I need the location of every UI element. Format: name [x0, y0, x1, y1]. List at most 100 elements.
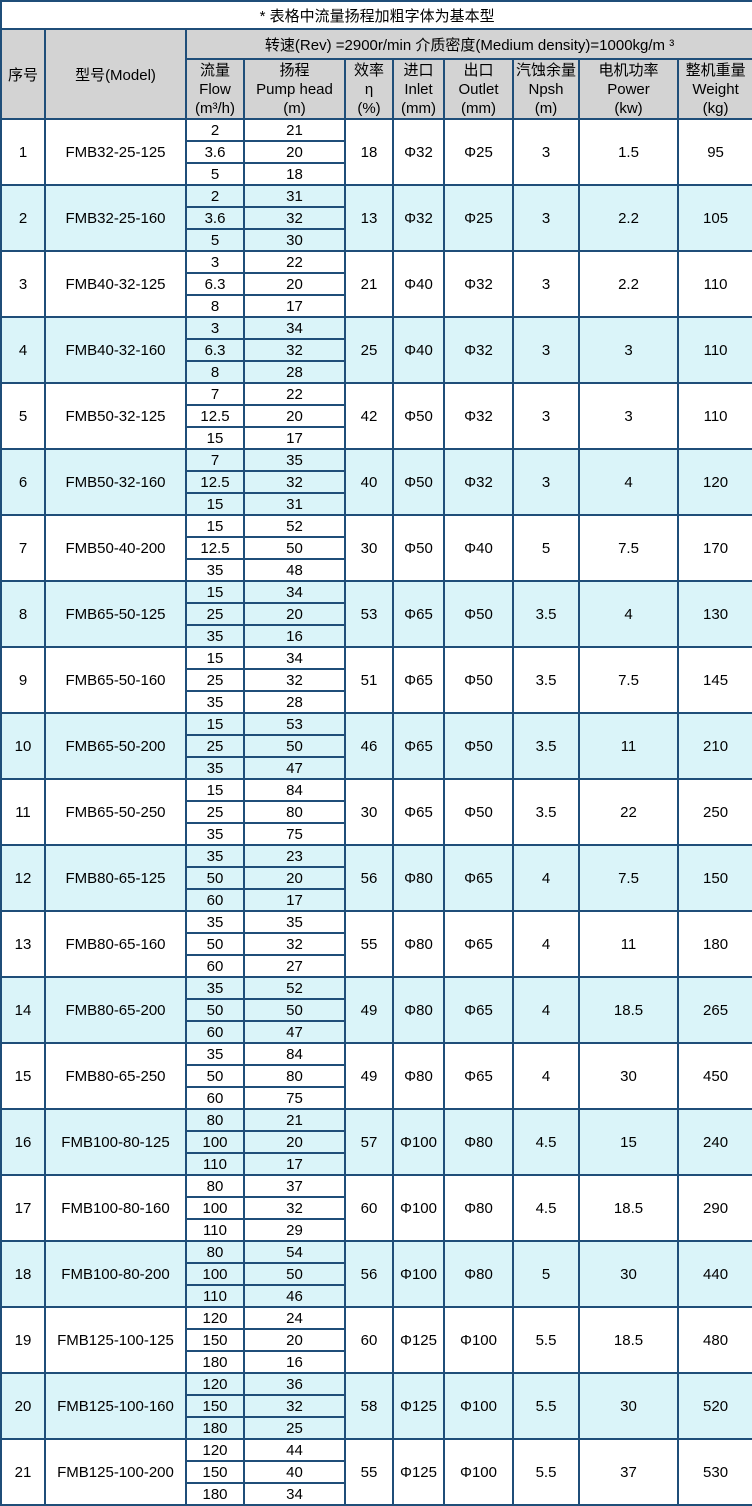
flow-cell: 50	[185, 932, 245, 956]
inlet-cell: Φ65	[392, 580, 445, 648]
table-row: 180 25	[1, 1416, 752, 1440]
head-cell: 30	[243, 228, 346, 252]
flow-cell: 15	[185, 492, 245, 516]
power-cell: 3	[578, 382, 679, 450]
outlet-cell: Φ65	[443, 976, 514, 1044]
table-row: 150 32	[1, 1394, 752, 1418]
flow-cell: 120	[185, 1306, 245, 1330]
flow-cell: 35	[185, 624, 245, 648]
spec-table-body: 1 FMB32-25-125 2 21 18 Φ32 Φ25 3 1.5 95 3.6 20 5 18 2 F…	[0, 118, 752, 1506]
index-cell: 10	[0, 712, 46, 780]
head-cell: 50	[243, 998, 346, 1022]
col-header-flow: 流量 Flow (m³/h)	[185, 58, 245, 120]
inlet-cell: Φ65	[392, 646, 445, 714]
table-row: 5 18	[1, 162, 752, 186]
head-cell: 31	[243, 492, 346, 516]
efficiency-cell: 55	[344, 1438, 394, 1506]
head-cell: 44	[243, 1438, 346, 1462]
flow-cell: 150	[185, 1328, 245, 1352]
index-cell: 13	[0, 910, 46, 978]
efficiency-cell: 49	[344, 976, 394, 1044]
head-cell: 36	[243, 1372, 346, 1396]
flow-cell: 7	[185, 382, 245, 406]
col-header-inlet-unit: (mm)	[401, 99, 436, 117]
weight-cell: 265	[676, 976, 752, 1044]
flow-cell: 35	[185, 976, 245, 1000]
col-header-inlet: 进口 Inlet (mm)	[392, 58, 445, 120]
flow-cell: 8	[185, 294, 245, 318]
power-cell: 18.5	[578, 1174, 679, 1242]
head-cell: 80	[243, 1064, 346, 1088]
table-row: 50 32	[1, 932, 752, 956]
inlet-cell: Φ100	[392, 1240, 445, 1308]
weight-cell: 105	[676, 184, 752, 252]
col-header-weight-en: Weight	[692, 80, 739, 98]
table-row: 110 29	[1, 1218, 752, 1242]
power-cell: 11	[578, 910, 679, 978]
weight-cell: 150	[676, 844, 752, 912]
col-header-index: 序号	[0, 28, 46, 120]
col-header-weight: 整机重量 Weight (kg)	[676, 58, 752, 120]
col-header-inlet-en: Inlet	[404, 80, 433, 98]
flow-cell: 5	[185, 162, 245, 186]
power-cell: 30	[578, 1240, 679, 1308]
flow-cell: 35	[185, 822, 245, 846]
flow-cell: 15	[185, 426, 245, 450]
flow-cell: 35	[185, 756, 245, 780]
flow-cell: 80	[185, 1108, 245, 1132]
head-cell: 50	[243, 536, 346, 560]
npsh-cell: 3.5	[512, 712, 580, 780]
head-cell: 53	[243, 712, 346, 736]
efficiency-cell: 13	[344, 184, 394, 252]
head-cell: 34	[243, 580, 346, 604]
weight-cell: 250	[676, 778, 752, 846]
table-row: 25 32	[1, 668, 752, 692]
flow-cell: 35	[185, 910, 245, 934]
table-row: 35 75	[1, 822, 752, 846]
npsh-cell: 5	[512, 514, 580, 582]
npsh-cell: 5.5	[512, 1372, 580, 1440]
efficiency-cell: 53	[344, 580, 394, 648]
col-header-weight-unit: (kg)	[702, 99, 729, 117]
col-header-head-cn: 扬程	[279, 61, 310, 79]
flow-cell: 5	[185, 228, 245, 252]
power-cell: 30	[578, 1372, 679, 1440]
head-cell: 32	[243, 1394, 346, 1418]
npsh-cell: 4.5	[512, 1174, 580, 1242]
table-row: 18 FMB100-80-200 80 54 56 Φ100 Φ80 5 30 440	[0, 1240, 752, 1308]
head-cell: 20	[243, 404, 346, 428]
inlet-cell: Φ100	[392, 1174, 445, 1242]
table-row: 3 FMB40-32-125 3 22 21 Φ40 Φ32 3 2.2 110	[0, 250, 752, 318]
head-cell: 20	[243, 140, 346, 164]
inlet-cell: Φ32	[392, 184, 445, 252]
flow-cell: 150	[185, 1394, 245, 1418]
model-cell: FMB80-65-250	[44, 1042, 187, 1110]
index-cell: 5	[0, 382, 46, 450]
power-cell: 18.5	[578, 1306, 679, 1374]
outlet-cell: Φ100	[443, 1306, 514, 1374]
table-row: 12.5 50	[1, 536, 752, 560]
table-row: 6.3 32	[1, 338, 752, 362]
head-cell: 32	[243, 1196, 346, 1220]
table-row: 15 FMB80-65-250 35 84 49 Φ80 Φ65 4 30 450	[0, 1042, 752, 1110]
flow-cell: 35	[185, 558, 245, 582]
table-row: 9 FMB65-50-160 15 34 51 Φ65 Φ50 3.5 7.5 145	[0, 646, 752, 714]
table-row: 50 50	[1, 998, 752, 1022]
flow-cell: 7	[185, 448, 245, 472]
flow-cell: 35	[185, 1042, 245, 1066]
power-cell: 2.2	[578, 250, 679, 318]
npsh-cell: 4.5	[512, 1108, 580, 1176]
head-cell: 21	[243, 118, 346, 142]
weight-cell: 440	[676, 1240, 752, 1308]
head-cell: 20	[243, 272, 346, 296]
flow-cell: 35	[185, 844, 245, 868]
flow-cell: 60	[185, 954, 245, 978]
weight-cell: 110	[676, 250, 752, 318]
efficiency-cell: 51	[344, 646, 394, 714]
flow-cell: 50	[185, 866, 245, 890]
col-header-efficiency: 效率 η (%)	[344, 58, 394, 120]
efficiency-cell: 60	[344, 1306, 394, 1374]
index-cell: 2	[0, 184, 46, 252]
efficiency-cell: 18	[344, 118, 394, 186]
weight-cell: 480	[676, 1306, 752, 1374]
